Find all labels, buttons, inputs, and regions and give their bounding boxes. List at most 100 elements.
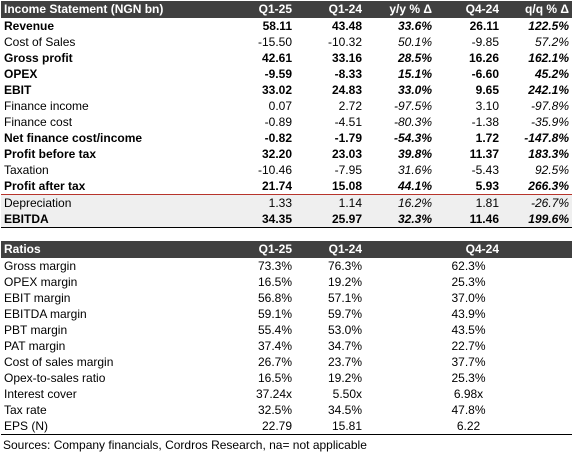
ratios-table: Ratios Q1-25 Q1-24 Q4-24 Gross margin 73.… [1,241,572,435]
table-row: Cost of Sales -15.50 -10.32 50.1% -9.85 57.2% [1,34,572,50]
q1-24-value: 2.72 [338,99,362,113]
q1-24-value: 33.16 [331,51,362,65]
ratios-body: Gross margin 73.3% 76.3% 62.3% OPEX margin 16… [1,258,572,435]
q4-24-value: 16.26 [468,51,499,65]
table-row: OPEX -9.59 -8.33 15.1% -6.60 45.2% [1,66,572,82]
yoy-change: -80.3% [393,115,432,129]
table-row: PAT margin 37.4% 34.7% 22.7% [1,338,572,354]
yoy-change: 44.1% [365,178,435,195]
row-label: Gross profit [4,51,73,65]
blank-cell [502,370,572,386]
table-row: Profit before tax 32.20 23.03 39.8% 11.37 183… [1,146,572,162]
q1-24-value: 25.97 [295,211,365,228]
q1-25-value: 37.4% [257,339,292,353]
row-label: EBITDA margin [4,307,87,321]
row-label: EBITDA [1,211,201,228]
row-label: Finance cost [4,115,73,129]
qoq-change: 45.2% [534,67,569,81]
income-header-label: Income Statement (NGN bn) [1,1,201,18]
table-row: Cost of sales margin 26.7% 23.7% 37.7% [1,354,572,370]
q1-25-value: -10.46 [257,163,292,177]
row-label: OPEX [4,67,38,81]
q4-24-value: 3.10 [475,99,499,113]
blank-cell [502,322,572,338]
q4-24-value: 25.3% [451,275,486,289]
row-label: OPEX margin [4,275,78,289]
q1-25-value: 22.79 [201,418,295,435]
blank-cell [502,306,572,322]
income-body: Revenue 58.11 43.48 33.6% 26.11 122.5% Cost of… [1,18,572,228]
q1-24-value: 76.3% [327,259,362,273]
blank-cell [365,370,435,386]
q1-24-value: 34.5% [327,403,362,417]
q4-24-value: 37.0% [451,291,486,305]
q4-24-value: 43.9% [451,307,486,321]
table-row: Gross margin 73.3% 76.3% 62.3% [1,258,572,274]
row-label: Profit after tax [1,178,201,195]
row-label: Interest cover [4,387,77,401]
ratios-header-label: Ratios [1,241,201,258]
row-label: EBIT margin [4,291,71,305]
q1-25-value: 16.5% [257,371,292,385]
yoy-change: 50.1% [397,35,432,49]
yoy-change: 28.5% [397,51,432,65]
yoy-change: 33.0% [397,83,432,97]
q1-25-value: 55.4% [257,323,292,337]
blank-cell [502,402,572,418]
q1-24-value: -1.79 [334,131,362,145]
blank-cell [502,418,572,435]
q1-25-value: 21.74 [201,178,295,195]
row-label: Cost of Sales [4,35,76,49]
income-header-q1-24: Q1-24 [295,1,365,18]
table-row: EBITDA 34.35 25.97 32.3% 11.46 199.6% [1,211,572,228]
q4-24-value: 62.3% [451,259,486,273]
yoy-change: 32.3% [365,211,435,228]
table-row: Opex-to-sales ratio 16.5% 19.2% 25.3% [1,370,572,386]
q1-25-value: 73.3% [257,259,292,273]
q1-24-value: 1.14 [295,194,365,211]
qoq-change: 183.3% [528,147,569,161]
q1-25-value: 33.02 [261,83,292,97]
q1-24-value: 15.08 [295,178,365,195]
table-row: EPS (N) 22.79 15.81 6.22 [1,418,572,435]
q1-25-value: 16.5% [257,275,292,289]
income-header-q4-24: Q4-24 [435,1,502,18]
q1-25-value: -9.59 [264,67,292,81]
income-statement-table: Income Statement (NGN bn) Q1-25 Q1-24 y/… [1,1,572,228]
row-label: Depreciation [1,194,201,211]
q1-24-value: 19.2% [327,371,362,385]
q1-24-value: 57.1% [327,291,362,305]
yoy-change: 39.8% [397,147,432,161]
blank-cell [365,338,435,354]
blank-cell [365,354,435,370]
qoq-change: -35.9% [530,115,569,129]
qoq-change: 242.1% [528,83,569,97]
row-label: EBIT [4,83,32,97]
blank-cell [365,402,435,418]
q4-24-value: -9.85 [471,35,499,49]
q4-24-value: 11.46 [435,211,502,228]
blank-cell [365,322,435,338]
q1-24-value: -4.51 [334,115,362,129]
row-label: Opex-to-sales ratio [4,371,106,385]
yoy-change: 31.6% [397,163,432,177]
income-header-row: Income Statement (NGN bn) Q1-25 Q1-24 y/… [1,1,572,18]
q1-25-value: 37.24x [255,387,292,401]
blank-cell [365,258,435,274]
q4-24-value: 47.8% [451,403,486,417]
row-label: Gross margin [4,259,77,273]
q4-24-value: 37.7% [451,355,486,369]
source-note: Sources: Company financials, Cordros Res… [3,438,367,452]
qoq-change: 162.1% [528,51,569,65]
table-row: EBIT margin 56.8% 57.1% 37.0% [1,290,572,306]
blank-cell [502,338,572,354]
q1-24-value: -8.33 [334,67,362,81]
row-label: EPS (N) [1,418,201,435]
q1-24-value: 15.81 [295,418,365,435]
row-label: Taxation [4,163,49,177]
blank-cell [365,274,435,290]
q4-24-value: 43.5% [451,323,486,337]
table-row: Finance cost -0.89 -4.51 -80.3% -1.38 -35.9% [1,114,572,130]
row-label: Profit before tax [4,147,97,161]
